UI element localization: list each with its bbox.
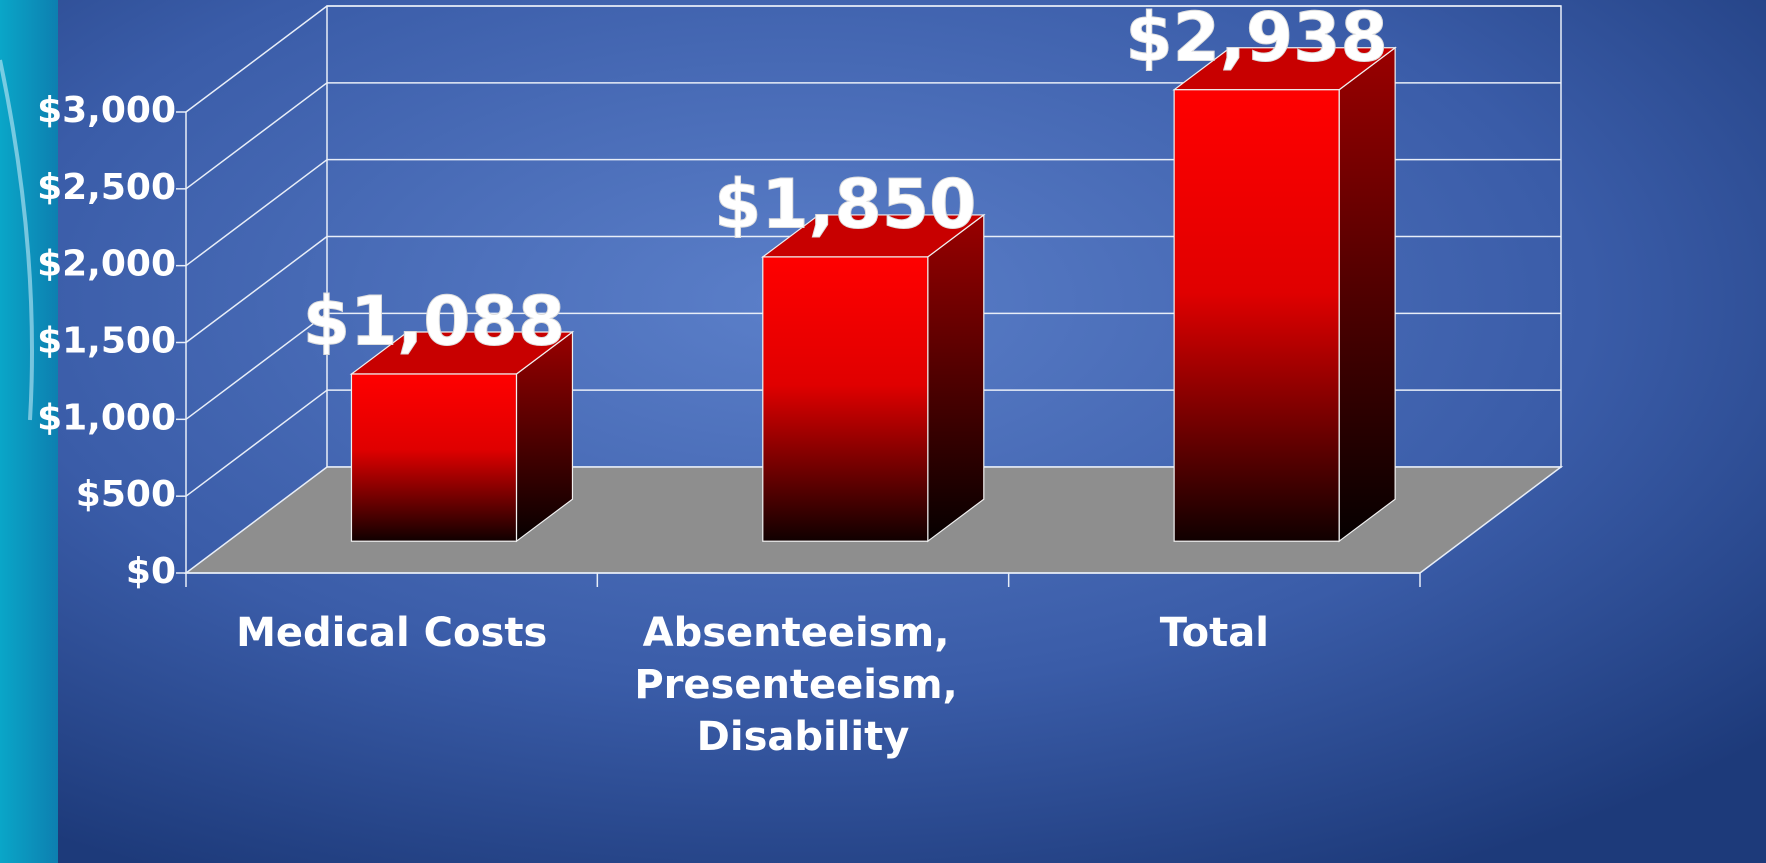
plot: $0 $500 $1,000 $1,500 $2,000 $2,500 $3,000 Medi… (37, 0, 1564, 760)
bar (760, 213, 986, 543)
grid-line (185, 82, 328, 190)
y-tick-label: $500 (76, 474, 176, 515)
bar (349, 330, 575, 543)
side-strip (0, 0, 58, 863)
value-label: $1,088 (303, 283, 565, 362)
grid-line (185, 389, 328, 497)
bar-side (1338, 46, 1396, 543)
bar (1172, 46, 1397, 543)
y-tick-label: $3,000 (37, 90, 176, 131)
y-tick-label: $1,500 (37, 321, 176, 362)
x-tick-label: Medical Costs (236, 610, 547, 656)
y-tick-label: $2,500 (37, 167, 176, 208)
bar-side (927, 213, 985, 543)
grid-line (185, 159, 328, 267)
bar-front (1173, 89, 1340, 542)
grid-line (185, 312, 328, 420)
y-tick-label: $0 (126, 551, 176, 592)
decor-curve (0, 59, 34, 421)
x-tick-label: Total (1160, 610, 1269, 656)
x-tick-label: Absenteeism, Presenteeism, Disability (634, 610, 971, 760)
grid-line (185, 235, 328, 344)
bar-front (350, 373, 518, 542)
y-tick-label: $1,000 (37, 397, 176, 438)
value-label: $2,938 (1125, 0, 1387, 77)
value-label: $1,850 (714, 165, 976, 244)
bar-front (762, 256, 929, 542)
y-tick-label: $2,000 (37, 244, 176, 285)
grid-line (185, 5, 328, 113)
